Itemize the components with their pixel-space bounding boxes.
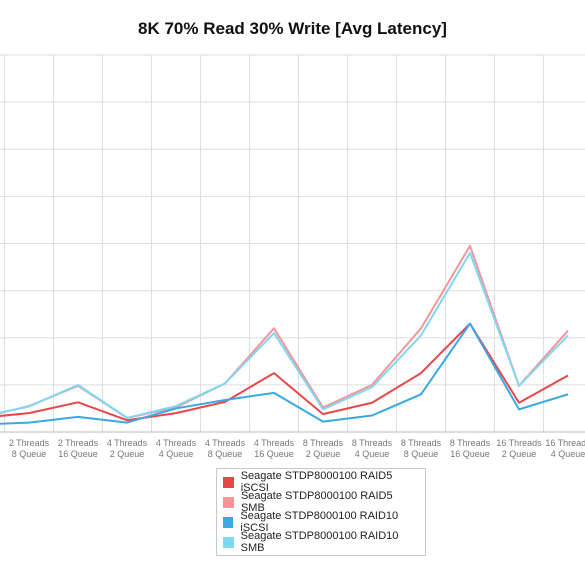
legend-swatch — [223, 536, 234, 548]
chart-title: 8K 70% Read 30% Write [Avg Latency] — [138, 19, 447, 38]
x-tick-label: 8 Threads 4 Queue — [352, 438, 393, 459]
legend-label: Seagate STDP8000100 RAID10 SMB — [240, 530, 399, 554]
legend-label: Seagate STDP8000100 RAID5 SMB — [240, 490, 393, 514]
x-tick-label: 4 Threads 16 Queue — [254, 438, 295, 459]
x-tick-label: 4 Threads 8 Queue — [205, 438, 246, 459]
x-tick-label: 8 Threads 2 Queue — [303, 438, 344, 459]
series-line-2 — [0, 322, 569, 425]
x-tick-label: 8 Threads 8 Queue — [401, 438, 442, 459]
legend-swatch — [223, 476, 234, 488]
legend-item: Seagate STDP8000100 RAID5 SMB — [223, 490, 419, 514]
x-tick-label: 2 Threads 16 Queue — [58, 438, 99, 459]
series-line-1 — [0, 244, 569, 419]
legend-item: Seagate STDP8000100 RAID10 SMB — [223, 530, 419, 554]
legend-item: Seagate STDP8000100 RAID10 iSCSI — [223, 510, 419, 534]
legend-swatch — [223, 516, 234, 528]
series-line-3 — [0, 251, 569, 419]
chart-legend: Seagate STDP8000100 RAID5 iSCSI Seagate S… — [216, 468, 426, 556]
x-tick-label: 8 Threads 16 Queue — [450, 438, 491, 459]
x-tick-label: 4 Threads 2 Queue — [107, 438, 148, 459]
legend-swatch — [223, 496, 234, 508]
legend-label: Seagate STDP8000100 RAID10 iSCSI — [240, 510, 399, 534]
x-tick-label: 4 Threads 4 Queue — [156, 438, 197, 459]
legend-item: Seagate STDP8000100 RAID5 iSCSI — [223, 470, 419, 494]
legend-label: Seagate STDP8000100 RAID5 iSCSI — [240, 470, 393, 494]
x-tick-label: 16 Threads 2 Queue — [496, 438, 542, 459]
x-tick-label: 2 Threads 8 Queue — [9, 438, 50, 459]
